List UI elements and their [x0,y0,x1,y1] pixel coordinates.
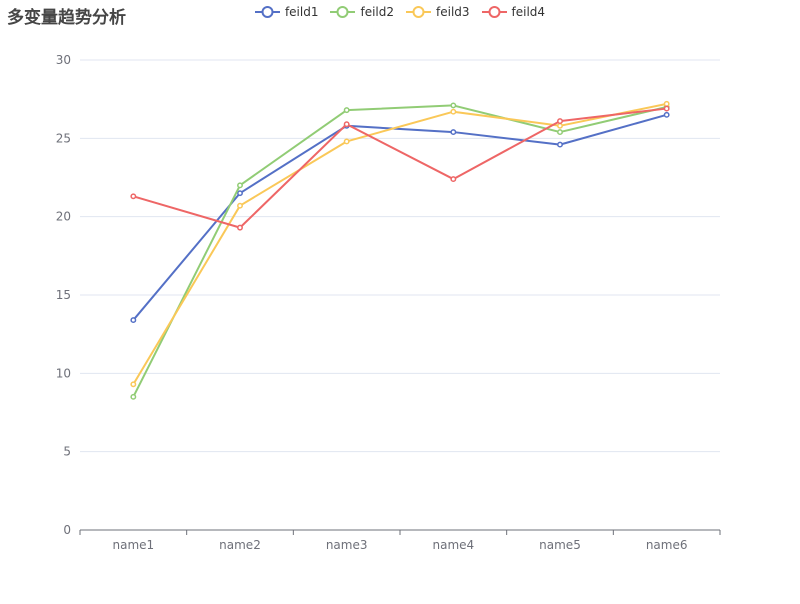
y-tick-label: 15 [56,288,71,302]
data-point-feild4 [557,118,563,125]
legend-item-feild2[interactable]: feild2 [330,3,394,21]
legend-swatch-icon [330,6,356,18]
data-point-feild1 [130,317,137,324]
x-tick-label: name4 [432,538,474,552]
data-point-feild2 [130,393,137,400]
x-tick-label: name6 [646,538,688,552]
legend-item-feild1[interactable]: feild1 [254,3,319,21]
x-tick-label: name1 [112,538,154,552]
series-line-feild4 [133,107,667,229]
chart-title: 多变量趋势分析 [7,8,126,28]
legend: feild1 feild2 feild3 feild4 [0,3,800,21]
data-point-feild4 [237,224,243,231]
legend-swatch-icon [254,6,280,18]
data-point-feild3 [557,122,563,129]
data-point-feild4 [450,176,457,183]
legend-item-feild4[interactable]: feild4 [481,3,546,21]
data-point-feild2 [343,107,350,114]
data-point-feild4 [663,105,670,112]
data-point-feild3 [237,202,243,209]
y-tick-label: 5 [63,445,71,459]
legend-label: feild2 [360,5,394,19]
x-tick-label: name2 [219,538,261,552]
data-point-feild1 [557,141,563,148]
legend-label: feild4 [511,5,546,19]
data-point-feild3 [450,108,457,115]
data-point-feild4 [343,121,350,128]
data-point-feild3 [663,100,670,107]
y-tick-label: 10 [56,366,71,380]
series-line-feild2 [132,104,667,398]
data-point-feild2 [557,129,563,136]
legend-label: feild3 [436,5,470,19]
y-tick-label: 30 [56,53,71,67]
legend-item-feild3[interactable]: feild3 [406,3,470,21]
data-point-feild2 [450,102,457,109]
data-point-feild3 [343,138,350,145]
data-point-feild1 [450,129,457,136]
x-tick-label: name5 [539,538,581,552]
series-line-feild3 [132,102,667,385]
y-tick-label: 20 [56,210,71,224]
data-point-feild4 [130,193,137,200]
x-tick-label: name3 [326,538,368,552]
y-tick-label: 25 [56,131,71,145]
data-point-feild3 [130,381,137,388]
data-point-feild1 [237,190,243,197]
legend-label: feild1 [284,5,319,19]
y-tick-label: 0 [63,523,71,537]
data-point-feild2 [237,182,243,189]
series-line-feild1 [132,113,667,321]
legend-swatch-icon [481,6,507,18]
data-point-feild1 [663,111,670,118]
legend-swatch-icon [406,6,431,18]
